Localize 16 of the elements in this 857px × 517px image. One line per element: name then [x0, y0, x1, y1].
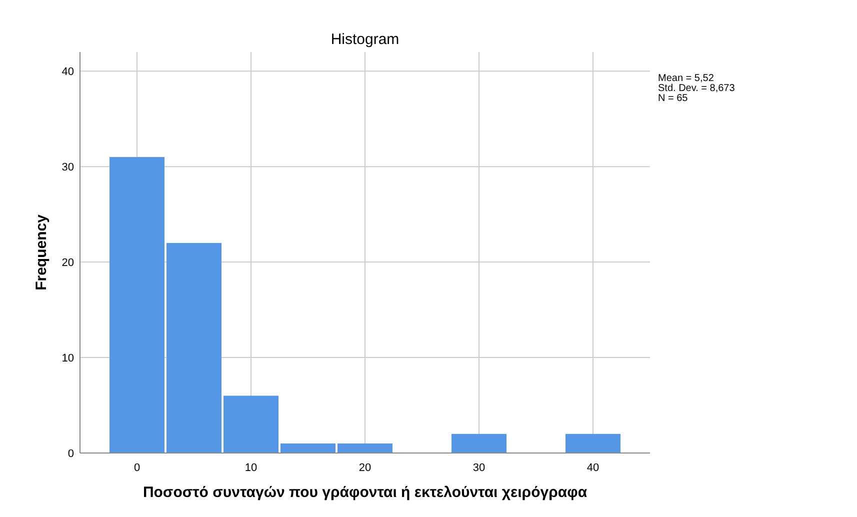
x-tick-label: 40: [586, 462, 600, 474]
y-axis-title: Frequency: [33, 214, 50, 290]
x-tick-label: 20: [358, 462, 372, 474]
text: N = 65: [658, 93, 688, 104]
text: Mean = 5,52: [658, 73, 714, 84]
y-tick-label: 0: [68, 448, 74, 460]
y-tick-label: 20: [62, 256, 74, 269]
text: Std. Dev. = 8,673: [658, 83, 736, 94]
y-tick-label: 30: [62, 161, 74, 174]
x-tick-label: 10: [244, 462, 258, 474]
x-tick-label: 0: [134, 462, 140, 474]
x-axis-title: Ποσοστό συνταγών που γράφονται ή εκτελούνται χειρόγραφα: [142, 484, 588, 501]
y-tick-label: 10: [62, 352, 74, 364]
chart-title: Histogram: [330, 31, 400, 48]
y-tick-label: 40: [62, 66, 74, 78]
x-tick-label: 30: [472, 462, 486, 474]
